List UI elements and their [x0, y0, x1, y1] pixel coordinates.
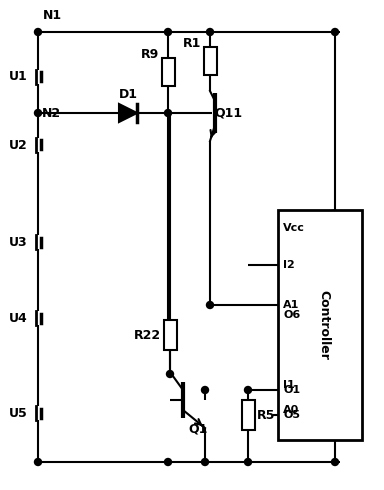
Text: I2: I2 — [283, 260, 295, 270]
Text: O5: O5 — [283, 410, 300, 420]
Text: Vcc: Vcc — [283, 223, 305, 233]
Text: U1: U1 — [9, 71, 28, 83]
Circle shape — [245, 387, 252, 393]
Text: A0: A0 — [283, 405, 299, 415]
Bar — [242, 400, 255, 430]
Text: N2: N2 — [42, 106, 61, 120]
Circle shape — [202, 459, 209, 466]
Text: O6: O6 — [283, 310, 300, 320]
Text: A1: A1 — [283, 300, 300, 310]
Text: R5: R5 — [257, 409, 275, 421]
Circle shape — [207, 301, 214, 309]
Text: U2: U2 — [9, 139, 28, 151]
Text: I1: I1 — [283, 380, 295, 390]
Circle shape — [164, 109, 172, 117]
Text: R9: R9 — [141, 48, 159, 61]
Text: D1: D1 — [119, 88, 137, 101]
Text: U4: U4 — [9, 312, 28, 324]
Circle shape — [35, 109, 41, 117]
Text: R1: R1 — [183, 37, 201, 50]
Bar — [204, 48, 217, 75]
Text: N1: N1 — [43, 9, 62, 22]
Text: O1: O1 — [283, 385, 300, 395]
Circle shape — [35, 28, 41, 35]
Text: U3: U3 — [9, 236, 28, 248]
Text: R22: R22 — [134, 328, 161, 342]
Bar — [162, 58, 174, 87]
Circle shape — [164, 459, 172, 466]
Polygon shape — [119, 104, 137, 122]
Text: Controller: Controller — [318, 290, 331, 360]
Circle shape — [167, 370, 174, 377]
Circle shape — [35, 459, 41, 466]
Bar — [164, 320, 177, 350]
Circle shape — [331, 28, 339, 35]
Text: Q1: Q1 — [188, 422, 207, 435]
Circle shape — [245, 459, 252, 466]
Circle shape — [202, 387, 209, 393]
Circle shape — [331, 459, 339, 466]
Text: Q11: Q11 — [214, 106, 242, 120]
Circle shape — [164, 28, 172, 35]
Bar — [278, 210, 362, 440]
Circle shape — [207, 28, 214, 35]
Text: U5: U5 — [9, 407, 28, 419]
